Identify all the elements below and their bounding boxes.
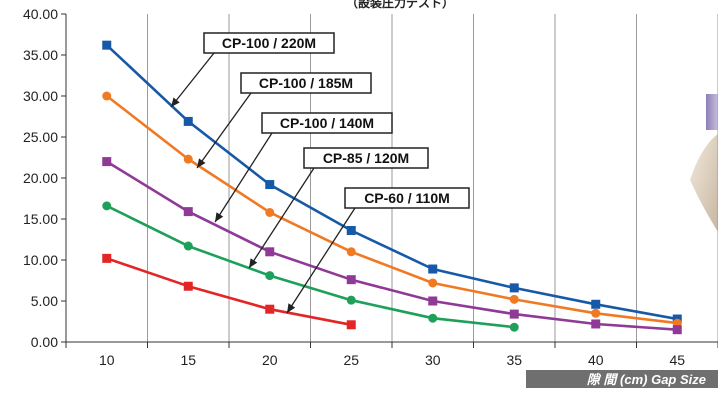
data-point	[428, 297, 437, 306]
y-tick-label: 0.00	[31, 334, 58, 350]
callout-label: CP-60 / 110M	[364, 190, 450, 206]
data-point	[428, 278, 437, 287]
data-point	[265, 208, 274, 217]
y-tick-label: 20.00	[23, 170, 58, 186]
callout-label: CP-85 / 120M	[323, 150, 409, 166]
data-point	[428, 265, 437, 274]
title-layer: （設装圧力テスト）	[346, 0, 454, 10]
data-point	[265, 305, 274, 314]
callout-arrowhead	[287, 303, 295, 313]
x-axis-label: 隙 間 (cm) Gap Size	[587, 372, 706, 387]
callout-label: CP-100 / 185M	[259, 75, 353, 91]
data-point	[428, 314, 437, 323]
axis-layer: 0.00 5.00 10.00 15.00 20.00 25.00 30.00 35.00 40…	[23, 6, 718, 368]
data-point	[102, 92, 111, 101]
data-point	[591, 300, 600, 309]
y-tick-label: 40.00	[23, 6, 58, 22]
y-tick-label: 35.00	[23, 47, 58, 63]
data-point	[591, 319, 600, 328]
y-tick-label: 25.00	[23, 129, 58, 145]
y-tick-label: 10.00	[23, 252, 58, 268]
callout-arrowhead	[171, 98, 180, 108]
series-callout: CP-100 / 220M	[171, 33, 334, 107]
data-point	[510, 323, 519, 332]
callout-arrowhead	[215, 212, 223, 222]
x-tick-label: 20	[262, 352, 278, 368]
x-tick-label: 35	[506, 352, 522, 368]
grid-layer	[148, 14, 718, 342]
callout-arrowhead	[249, 258, 257, 268]
decorative-background	[690, 94, 718, 232]
x-tick-label: 15	[180, 352, 196, 368]
callout-arrow-line	[197, 93, 251, 168]
data-point	[102, 157, 111, 166]
data-point	[265, 180, 274, 189]
data-point	[673, 325, 682, 334]
data-point	[184, 155, 193, 164]
y-tick-label: 5.00	[31, 293, 58, 309]
purple-strip	[706, 94, 718, 130]
data-point	[184, 282, 193, 291]
callout-label: CP-100 / 220M	[222, 35, 316, 51]
annotation-layer: CP-100 / 220M CP-100 / 185M CP-100 / 140M C…	[171, 33, 469, 313]
data-point	[102, 41, 111, 50]
data-point	[510, 310, 519, 319]
data-point	[184, 242, 193, 251]
data-point	[510, 283, 519, 292]
chart-title: （設装圧力テスト）	[346, 0, 454, 10]
beige-swoosh	[690, 134, 718, 232]
data-point	[184, 207, 193, 216]
y-tick-label: 15.00	[23, 211, 58, 227]
data-point	[510, 295, 519, 304]
data-point	[102, 254, 111, 263]
data-point	[265, 247, 274, 256]
data-point	[347, 226, 356, 235]
data-point	[591, 309, 600, 318]
data-point	[347, 320, 356, 329]
x-tick-label: 45	[669, 352, 685, 368]
data-point	[347, 275, 356, 284]
callout-label: CP-100 / 140M	[280, 115, 374, 131]
callout-arrow-line	[171, 53, 214, 107]
data-point	[347, 296, 356, 305]
data-point	[184, 117, 193, 126]
x-axis-label-bar: 隙 間 (cm) Gap Size	[526, 370, 718, 388]
data-point	[102, 201, 111, 210]
series-callout: CP-60 / 110M	[287, 188, 469, 313]
x-tick-label: 40	[588, 352, 604, 368]
x-tick-label: 30	[425, 352, 441, 368]
callout-arrow-line	[249, 168, 314, 268]
y-tick-label: 30.00	[23, 88, 58, 104]
data-point	[265, 271, 274, 280]
data-point	[347, 247, 356, 256]
x-tick-label: 25	[343, 352, 359, 368]
x-tick-label: 10	[99, 352, 115, 368]
